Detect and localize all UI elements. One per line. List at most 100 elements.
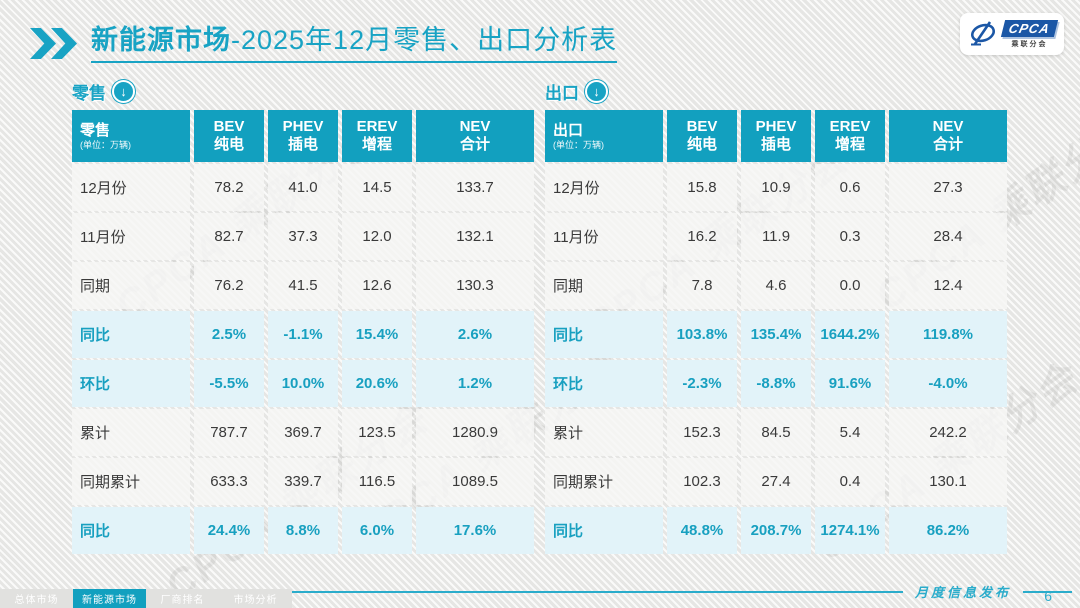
column-header: PHEV 插电 [741, 110, 811, 162]
footer-tab-2[interactable]: 厂商排名 [146, 589, 219, 608]
cell-value: -4.0% [889, 360, 1007, 407]
footer-tab-0[interactable]: 总体市场 [0, 589, 73, 608]
cell-value: 339.7 [268, 458, 338, 505]
cell-value: 1644.2% [815, 311, 885, 358]
footer-tab-1[interactable]: 新能源市场 [73, 589, 146, 608]
cell-value: 91.6% [815, 360, 885, 407]
cell-value: 15.4% [342, 311, 412, 358]
cell-value: 27.4 [741, 458, 811, 505]
down-arrow-icon: ↓ [585, 79, 608, 103]
cell-value: 24.4% [194, 507, 264, 554]
cell-value: 0.4 [815, 458, 885, 505]
row-label: 同期 [545, 262, 663, 309]
cell-value: 103.8% [667, 311, 737, 358]
slide-header: 新能源市场-2025年12月零售、出口分析表 [30, 25, 618, 63]
cell-value: 0.6 [815, 164, 885, 211]
row-label: 同比 [72, 311, 190, 358]
cell-value: 10.0% [268, 360, 338, 407]
cell-value: -2.3% [667, 360, 737, 407]
cell-value: 12.4 [889, 262, 1007, 309]
cell-value: -8.8% [741, 360, 811, 407]
cell-value: 633.3 [194, 458, 264, 505]
cell-value: 102.3 [667, 458, 737, 505]
retail-section-label: 零售 [72, 83, 106, 103]
table-corner-header: 零售 (单位：万辆) [72, 110, 190, 162]
cell-value: 119.8% [889, 311, 1007, 358]
column-header: NEV 合计 [416, 110, 534, 162]
table-corner-header: 出口 (单位：万辆) [545, 110, 663, 162]
cell-value: 123.5 [342, 409, 412, 456]
page-title-emphasis: 新能源市场 [91, 25, 231, 55]
cell-value: 0.3 [815, 213, 885, 260]
row-label: 11月份 [72, 213, 190, 260]
cell-value: -1.1% [268, 311, 338, 358]
cell-value: 37.3 [268, 213, 338, 260]
footer-tab-3[interactable]: 市场分析 [219, 589, 292, 608]
cpca-logo-subtext: 乘联分会 [1011, 40, 1048, 48]
cell-value: 5.4 [815, 409, 885, 456]
cell-value: 787.7 [194, 409, 264, 456]
row-label: 同期累计 [72, 458, 190, 505]
cell-value: 1280.9 [416, 409, 534, 456]
row-label: 环比 [72, 360, 190, 407]
cell-value: 6.0% [342, 507, 412, 554]
column-header: EREV 增程 [815, 110, 885, 162]
cell-value: 369.7 [268, 409, 338, 456]
page-title: 新能源市场-2025年12月零售、出口分析表 [91, 25, 618, 63]
cpca-logo: CPCA 乘联分会 [960, 13, 1064, 55]
row-label: 累计 [545, 409, 663, 456]
cell-value: 130.1 [889, 458, 1007, 505]
cell-value: 27.3 [889, 164, 1007, 211]
column-header: PHEV 插电 [268, 110, 338, 162]
column-header: NEV 合计 [889, 110, 1007, 162]
cell-value: 84.5 [741, 409, 811, 456]
cell-value: 11.9 [741, 213, 811, 260]
footer-note: 月度信息发布 [915, 585, 1012, 600]
cell-value: 116.5 [342, 458, 412, 505]
export-table: 出口 (单位：万辆) BEV 纯电 PHEV 插电 EREV 增程 NEV 合计 12月份 15.8 1… [545, 110, 1007, 554]
export-section-label: 出口 [545, 83, 579, 103]
export-table-section: 出口 ↓ 出口 (单位：万辆) BEV 纯电 PHEV 插电 EREV 增程 NEV 合计 12月份… [545, 78, 1007, 554]
retail-table-section: 零售 ↓ 零售 (单位：万辆) BEV 纯电 PHEV 插电 EREV 增程 NEV 合计 12月份… [72, 78, 534, 554]
down-arrow-icon: ↓ [112, 79, 135, 103]
retail-table: 零售 (单位：万辆) BEV 纯电 PHEV 插电 EREV 增程 NEV 合计 12月份 78.2 4… [72, 110, 534, 554]
cell-value: 242.2 [889, 409, 1007, 456]
footer-rule-right [1023, 590, 1072, 593]
cell-value: 135.4% [741, 311, 811, 358]
cell-value: -5.5% [194, 360, 264, 407]
cell-value: 133.7 [416, 164, 534, 211]
row-label: 12月份 [545, 164, 663, 211]
row-label: 同比 [545, 507, 663, 554]
row-label: 同期 [72, 262, 190, 309]
cell-value: 4.6 [741, 262, 811, 309]
cell-value: 7.8 [667, 262, 737, 309]
cell-value: 20.6% [342, 360, 412, 407]
cell-value: 16.2 [667, 213, 737, 260]
page-number: 6 [1044, 588, 1052, 604]
cell-value: 0.0 [815, 262, 885, 309]
row-label: 11月份 [545, 213, 663, 260]
cell-value: 130.3 [416, 262, 534, 309]
cell-value: 41.5 [268, 262, 338, 309]
cell-value: 41.0 [268, 164, 338, 211]
cell-value: 78.2 [194, 164, 264, 211]
cell-value: 1089.5 [416, 458, 534, 505]
footer-tabs: 总体市场 新能源市场 厂商排名 市场分析 [0, 589, 292, 608]
column-header: BEV 纯电 [194, 110, 264, 162]
cell-value: 2.6% [416, 311, 534, 358]
cpca-swirl-icon [971, 21, 996, 46]
retail-section-header: 零售 ↓ [72, 78, 534, 104]
footer-rule: 月度信息发布 [0, 582, 1080, 601]
double-chevron-icon [30, 28, 77, 59]
cpca-logo-text: CPCA 乘联分会 [1000, 19, 1059, 49]
cpca-logo-acronym: CPCA [1000, 19, 1059, 37]
cell-value: 12.6 [342, 262, 412, 309]
row-label: 环比 [545, 360, 663, 407]
cell-value: 17.6% [416, 507, 534, 554]
cell-value: 10.9 [741, 164, 811, 211]
cell-value: 86.2% [889, 507, 1007, 554]
column-header: EREV 增程 [342, 110, 412, 162]
cell-value: 82.7 [194, 213, 264, 260]
row-label: 12月份 [72, 164, 190, 211]
